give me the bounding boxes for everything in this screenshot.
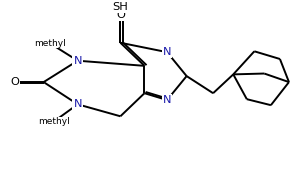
Text: N: N (163, 47, 171, 57)
Text: N: N (73, 56, 82, 66)
Text: N: N (163, 95, 171, 105)
Text: methyl: methyl (38, 117, 70, 126)
Text: O: O (116, 10, 125, 20)
Text: N: N (73, 99, 82, 109)
Text: SH: SH (113, 2, 128, 12)
Text: methyl: methyl (34, 39, 66, 48)
Text: O: O (11, 77, 20, 87)
